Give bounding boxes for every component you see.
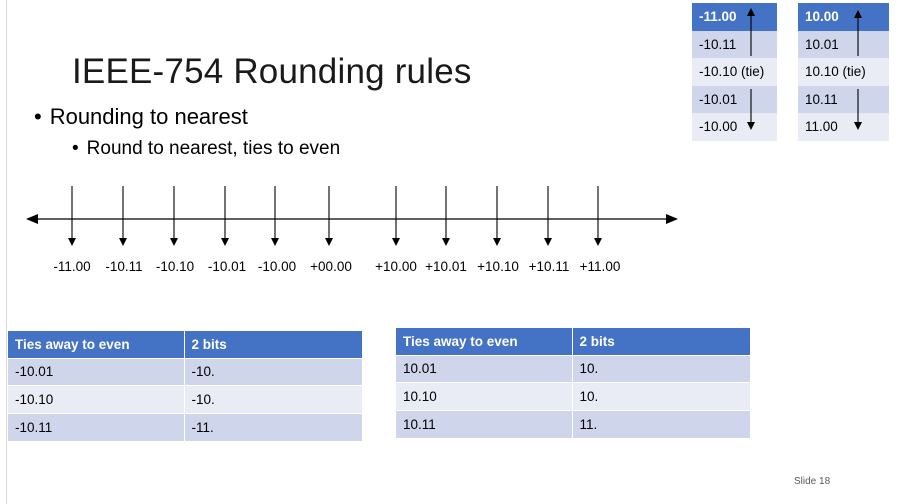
pos-down-arrow-head <box>854 122 862 130</box>
tick-label: +10.01 <box>425 259 467 274</box>
axis-right-arrowhead <box>666 214 678 224</box>
bullet-dot: • <box>72 138 79 159</box>
tick-label: -10.10 <box>155 259 195 274</box>
column-header: Ties away to even <box>396 328 572 355</box>
tick-arrowhead <box>170 238 178 246</box>
tick-arrowhead <box>442 238 450 246</box>
tick-label: +00.00 <box>310 259 352 274</box>
negative-ties-table: Ties away to even 2 bits -10.01 -10. -10.… <box>8 331 362 441</box>
tick-label: +10.00 <box>375 259 417 274</box>
table-cell: -10. <box>183 385 362 413</box>
neg-mini-cell: -10.00 <box>692 113 777 141</box>
table-row: 10.11 11. <box>396 409 750 438</box>
tick-label: -11.00 <box>53 259 91 274</box>
table-cell: -10.10 <box>8 385 184 413</box>
pos-mini-cell: 10.00 <box>798 3 889 31</box>
pos-mini-cell: 10.01 <box>798 30 889 58</box>
neg-up-arrow-head <box>747 8 755 16</box>
bullet-1-text: Rounding to nearest <box>49 104 248 129</box>
table-cell: -11. <box>183 412 362 441</box>
tick-label: -10.11 <box>105 259 143 274</box>
slide-border <box>6 0 7 504</box>
tick-label: +11.00 <box>579 259 621 274</box>
pos-mini-cell: 11.00 <box>798 113 889 141</box>
tick-arrowhead <box>221 238 229 246</box>
tick-label: +10.11 <box>528 259 570 274</box>
table-cell: 10. <box>571 382 750 410</box>
positive-rounding-column: 10.00 10.01 10.10 (tie) 10.11 11.00 <box>798 3 889 141</box>
table-cell: 11. <box>571 409 750 438</box>
column-header: 2 bits <box>571 328 750 355</box>
pos-up-arrow-head <box>854 10 862 18</box>
pos-mini-cell: 10.10 (tie) <box>798 58 889 86</box>
neg-mini-cell: -11.00 <box>692 3 777 31</box>
tick-arrowhead <box>544 238 552 246</box>
table-cell: 10. <box>571 354 750 383</box>
table-cell: -10. <box>183 357 362 386</box>
table-cell: 10.10 <box>396 382 572 410</box>
axis-left-arrowhead <box>26 214 38 224</box>
column-header: Ties away to even <box>8 331 184 358</box>
table-row: 10.10 10. <box>396 382 750 410</box>
neg-mini-cell: -10.10 (tie) <box>692 58 777 86</box>
tick-label: +10.10 <box>477 259 519 274</box>
tick-arrowhead <box>594 238 602 246</box>
mini-table-arrows <box>747 8 862 130</box>
bullet-ties-to-even: • Round to nearest, ties to even <box>72 138 340 160</box>
bullet-rounding-to-nearest: • Rounding to nearest <box>34 104 248 130</box>
tick-arrowhead <box>493 238 501 246</box>
neg-mini-cell: -10.11 <box>692 30 777 58</box>
tick-arrowhead <box>119 238 127 246</box>
pos-mini-cell: 10.11 <box>798 85 889 113</box>
neg-down-arrow-head <box>747 122 755 130</box>
number-line <box>26 186 678 246</box>
table-row: -10.10 -10. <box>8 385 362 413</box>
table-cell: -10.01 <box>8 357 184 386</box>
bullet-dot: • <box>34 104 42 129</box>
tick-arrowhead <box>392 238 400 246</box>
table-row: -10.01 -10. <box>8 357 362 386</box>
neg-mini-cell: -10.01 <box>692 85 777 113</box>
tick-arrowhead <box>271 238 279 246</box>
slide-title: IEEE-754 Rounding rules <box>72 52 472 91</box>
tick-arrowhead <box>68 238 76 246</box>
bullet-2-text: Round to nearest, ties to even <box>86 138 341 159</box>
tick-arrowhead <box>325 238 333 246</box>
table-cell: 10.11 <box>396 409 572 438</box>
positive-ties-table: Ties away to even 2 bits 10.01 10. 10.10 1… <box>396 328 750 438</box>
column-header: 2 bits <box>183 331 362 358</box>
slide-number: Slide 18 <box>794 476 831 487</box>
table-cell: -10.11 <box>8 412 184 441</box>
tick-label: -10.01 <box>207 259 247 274</box>
table-row: -10.11 -11. <box>8 412 362 441</box>
table-row: 10.01 10. <box>396 354 750 383</box>
table-cell: 10.01 <box>396 354 572 383</box>
negative-rounding-column: -11.00 -10.11 -10.10 (tie) -10.01 -10.00 <box>692 3 777 141</box>
tick-label: -10.00 <box>257 259 297 274</box>
